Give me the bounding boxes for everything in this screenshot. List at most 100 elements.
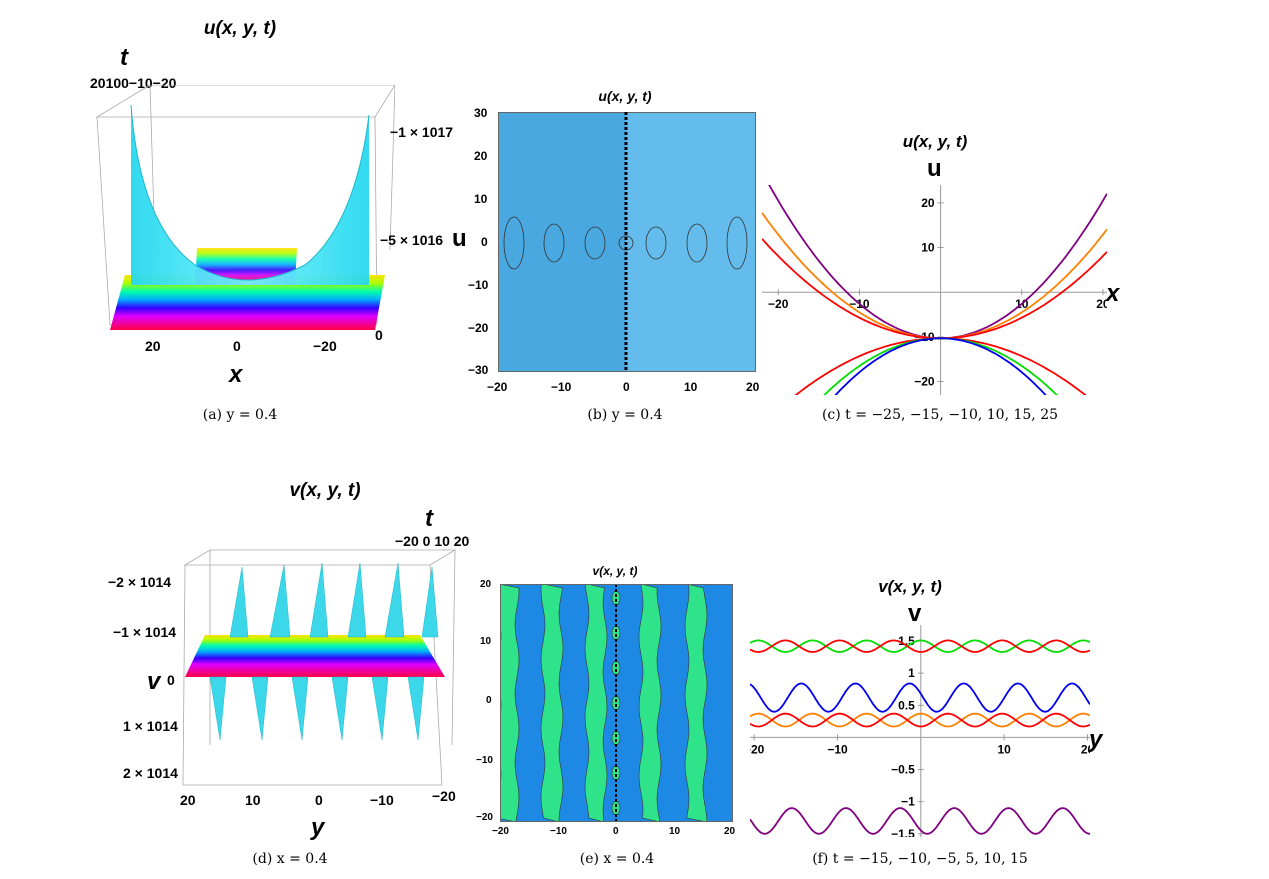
series-line-3 <box>750 712 1090 728</box>
contour-ellipse-0 <box>611 590 621 606</box>
panel-d-ztick-4: 2 × 1014 <box>123 765 178 781</box>
x-tick-label-3: 20 <box>1096 297 1107 311</box>
panel-d-y-label: y <box>311 814 325 841</box>
panel-c-caption: (c) t = −25, −15, −10, 10, 15, 25 <box>821 407 1059 423</box>
y-tick-label-0: −20 <box>914 375 935 389</box>
y-tick-label-2: −0.5 <box>891 763 915 777</box>
panel-d-title: v(x, y, t) <box>289 480 361 501</box>
panel-b-xtick-3: 10 <box>684 380 698 394</box>
panel-d-ytick-0: 20 <box>180 792 196 808</box>
panel-d-caption: (d) x = 0.4 <box>252 851 328 867</box>
contour-ellipse-5 <box>611 765 621 781</box>
panel-a-surface-plot <box>95 85 395 330</box>
panel-b-xtick-2: 0 <box>623 380 630 394</box>
panel-b-ytick-6: −30 <box>468 363 489 377</box>
y-tick-label-3: 20 <box>921 196 935 210</box>
series-line-5 <box>750 807 1090 835</box>
panel-d-surface-plot <box>182 549 457 786</box>
panel-b-ytick-4: −10 <box>468 278 489 292</box>
contour-ellipse-1 <box>611 625 621 641</box>
panel-a-x-label: x <box>229 361 243 388</box>
panel-b-ytick-1: 20 <box>474 149 488 163</box>
panel-b-side-label: u <box>452 225 467 252</box>
panel-f-caption: (f) t = −15, −10, −5, 5, 10, 15 <box>812 851 1028 867</box>
panel-b-xtick-1: −10 <box>551 380 572 394</box>
panel-d-ytick-3: −10 <box>370 792 394 808</box>
panel-e-contour-plot <box>500 584 733 822</box>
panel-c-xlabel: x <box>1106 280 1120 307</box>
panel-a-ztick-1: −5 × 1016 <box>380 232 444 248</box>
contour-frame <box>500 584 733 822</box>
panel-e-title: v(x, y, t) <box>592 564 638 578</box>
panel-e-xtick-4: 20 <box>724 826 736 837</box>
contour-band-0 <box>500 584 520 822</box>
y-tick-label-2: 10 <box>921 241 935 255</box>
contour-band-4 <box>684 584 708 822</box>
panel-e-xtick-1: −10 <box>550 826 567 837</box>
panel-f-ylabel: v <box>908 600 922 627</box>
panel-e-ytick-0: 20 <box>480 579 492 590</box>
contour-band-1 <box>540 584 564 822</box>
panel-e-ytick-2: 0 <box>486 695 492 706</box>
panel-b-ytick-0: 30 <box>474 106 488 120</box>
panel-a-ztick-0: −1 × 1017 <box>390 124 454 140</box>
series-line-1 <box>762 212 1107 340</box>
panel-a-t-label: t <box>120 44 128 71</box>
y-tick-label-1: −1 <box>901 795 915 809</box>
contour-ellipse-4 <box>611 730 621 746</box>
contour-ellipse-6 <box>611 800 621 816</box>
y-tick-label-0: −1.5 <box>891 827 915 837</box>
panel-a-floor <box>110 275 385 330</box>
panel-b-xtick-4: 20 <box>746 380 760 394</box>
panel-b-ytick-5: −20 <box>468 321 489 335</box>
x-tick-label-2: 10 <box>997 742 1011 756</box>
contour-ellipse-3 <box>611 695 621 711</box>
y-tick-label-4: 1 <box>908 666 915 680</box>
panel-e-xtick-0: −20 <box>492 826 509 837</box>
panel-d-ztick-0: −2 × 1014 <box>108 574 172 590</box>
series-line-2 <box>750 682 1090 713</box>
panel-d-spikes <box>209 562 439 741</box>
contour-band-3 <box>638 584 662 822</box>
panel-a-caption: (a) y = 0.4 <box>202 407 278 423</box>
panel-d-t-label: t <box>425 505 433 532</box>
panel-d-ztick-1: −1 × 1014 <box>113 624 177 640</box>
panel-e-caption: (e) x = 0.4 <box>579 851 655 867</box>
panel-a-xtick-2: −20 <box>313 338 337 354</box>
panel-d-ytick-4: −20 <box>432 788 456 804</box>
panel-a-ztick-2: 0 <box>375 327 383 343</box>
panel-b-caption: (b) y = 0.4 <box>587 407 663 423</box>
panel-c-title: u(x, y, t) <box>902 132 968 151</box>
x-tick-label-1: −10 <box>827 742 848 756</box>
panel-d-ztick-2: 0 <box>167 672 175 688</box>
x-tick-label-3: 20 <box>1081 742 1090 756</box>
y-tick-label-3: 0.5 <box>898 698 915 712</box>
series-line-4 <box>750 712 1090 728</box>
panel-e-xtick-3: 10 <box>669 826 681 837</box>
series-line-5 <box>834 337 1047 395</box>
panel-b-title: u(x, y, t) <box>598 88 652 104</box>
panel-d-v-label: v <box>147 668 161 695</box>
panel-f-xlabel: y <box>1089 726 1103 753</box>
panel-d-ztick-3: 1 × 1014 <box>123 718 178 734</box>
panel-b-ytick-3: 0 <box>481 235 488 249</box>
panel-d-t-ticks: −20 0 10 20 <box>395 533 470 549</box>
panel-d-ytick-1: 10 <box>245 792 261 808</box>
panel-b-ytick-2: 10 <box>474 192 488 206</box>
panel-a-t-ticks: 20100−10−20 <box>90 75 177 91</box>
panel-a-parabola-surface <box>131 105 369 285</box>
panel-a-xtick-0: 20 <box>145 338 161 354</box>
x-tick-label-0: −20 <box>768 297 789 311</box>
panel-d-plane <box>185 635 445 677</box>
panel-c-ylabel: u <box>927 155 942 182</box>
series-line-0 <box>750 639 1090 653</box>
panel-f-title: v(x, y, t) <box>878 577 942 596</box>
series-line-1 <box>750 639 1090 653</box>
panel-e-ytick-4: −20 <box>476 812 493 823</box>
x-tick-label-0: −20 <box>750 742 765 756</box>
contour-ellipse-2 <box>611 660 621 676</box>
panel-b-contour-plot <box>498 112 756 372</box>
contour-band-2 <box>584 584 608 822</box>
